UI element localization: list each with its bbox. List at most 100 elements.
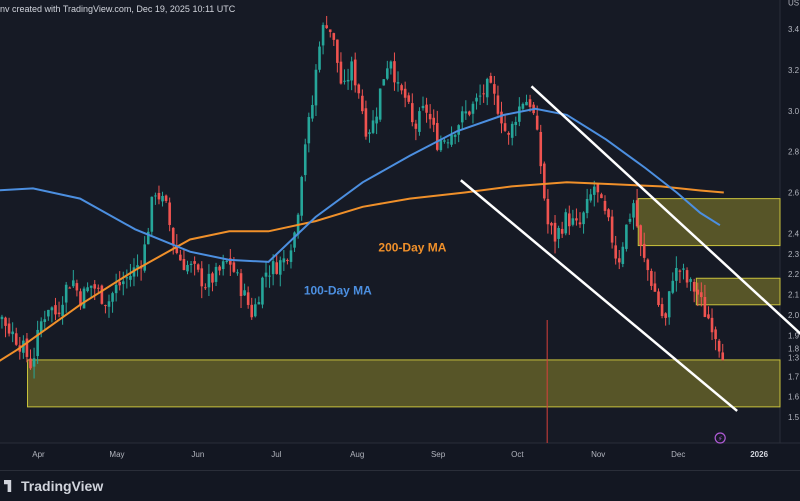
channel-upper-line [530,85,800,335]
candle-body [57,312,61,315]
candle-body [692,281,696,292]
candle-body [82,288,86,309]
candle-body [68,287,72,289]
candle-body [50,307,54,311]
candle-body [567,213,571,227]
candle-body [161,195,164,202]
candle-body [521,103,525,109]
candle-body [303,144,307,176]
candle-body [557,227,560,239]
tradingview-logo-icon [4,480,12,492]
time-tick-label: Dec [671,450,685,459]
candle-body [186,264,189,272]
candle-body [236,272,239,274]
candle-body [450,134,453,145]
candle-body [628,218,632,222]
candle-body [443,140,446,142]
lightning-icon[interactable]: ⚡ [714,432,726,444]
candle-body [714,329,717,340]
candle-body [428,114,432,120]
candle-body [585,198,589,214]
candle-body [29,358,32,369]
candle-body [578,222,582,225]
candle-body [293,232,296,248]
candle-body [410,103,414,123]
time-axis[interactable] [0,443,780,470]
candle-body [507,132,510,135]
candle-body [196,264,200,270]
candle-body [671,280,675,293]
candle-body [682,268,685,270]
time-tick-label: 2026 [750,450,768,459]
price-tick-label: 2.1 [788,291,800,300]
candle-body [550,223,553,226]
candle-body [400,85,403,91]
candle-body [243,290,246,296]
candle-body [86,287,89,292]
candle-body [168,202,171,225]
candle-body [4,317,7,326]
candle-body [39,321,43,333]
candle-body [518,106,521,122]
header-credit: nv created with TradingView.com, Dec 19,… [0,4,236,14]
candle-body [79,291,82,307]
candle-body [571,218,575,225]
candle-body [125,277,129,279]
price-tick-label: 2.4 [788,229,800,238]
candle-body [289,250,293,262]
candle-body [582,212,585,225]
candle-body [525,101,528,106]
candle-body [393,61,396,83]
candle-body [446,142,450,144]
time-tick-label: May [109,450,124,459]
candle-body [164,195,168,201]
candle-body [43,319,47,322]
candle-body [311,104,314,119]
candle-body [493,84,496,94]
candle-body [421,105,425,109]
candle-body [54,305,57,315]
candle-body [510,123,514,138]
candle-body [425,104,428,113]
tradingview-logo-text: TradingView [21,478,104,494]
price-tick-label: 3.0 [788,107,800,116]
time-tick-label: Sep [431,450,446,459]
candle-body [642,243,646,258]
time-tick-label: Aug [350,450,364,459]
candle-body [328,29,332,32]
candle-body [150,196,154,232]
candle-body [689,279,692,282]
candle-body [339,61,343,84]
candle-body [336,39,339,63]
candle-body [47,309,50,317]
candle-body [596,183,600,193]
candle-body [300,176,303,216]
candle-body [528,99,532,107]
price-tick-label: 3.2 [788,66,800,75]
candles[interactable] [0,15,725,379]
candle-body [364,108,368,137]
tradingview-logo[interactable]: TradingView [4,478,103,494]
candle-body [386,68,389,79]
candle-body [543,163,546,199]
candle-body [625,224,628,249]
candle-body [503,123,507,131]
price-tick-label: 2.2 [788,270,800,279]
candle-body [514,121,518,126]
candle-body [104,305,107,307]
candle-body [61,304,64,317]
candle-body [93,284,97,289]
candle-body [154,195,157,197]
candle-body [157,192,161,200]
candle-body [382,79,386,86]
candle-body [361,95,364,112]
candle-body [632,203,635,218]
candle-body [418,111,421,132]
price-tick-label: 2.0 [788,311,800,320]
price-chart[interactable]: 200-Day MA 100-Day MA ⚡ 3.4 3.2 3.0 2.8 2.6 2.4 2… [0,0,800,470]
candle-body [657,291,660,306]
price-axis[interactable] [780,0,800,470]
price-badge-label: 1:3 [788,353,800,362]
candle-body [25,338,29,357]
candle-body [182,259,186,271]
